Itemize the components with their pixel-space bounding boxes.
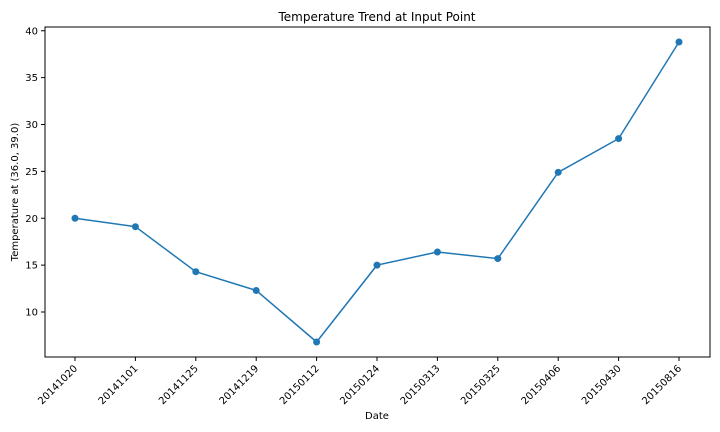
y-tick-label: 20 [25, 214, 38, 225]
data-point [675, 38, 683, 46]
x-axis-label: Date [365, 411, 389, 422]
x-tick-label: 20150313 [399, 363, 443, 407]
y-tick-label: 30 [25, 120, 38, 131]
chart-title: Temperature Trend at Input Point [277, 10, 475, 24]
x-tick-label: 20150406 [520, 363, 564, 407]
y-axis-label: Temperature at (36.0, 39.0) [10, 123, 21, 263]
data-point [131, 223, 139, 231]
x-tick-label: 20150430 [580, 363, 624, 407]
data-point [554, 168, 562, 176]
x-tick-label: 20141101 [97, 363, 141, 407]
data-point [494, 255, 502, 263]
series-line [74, 41, 680, 344]
data-point [71, 214, 79, 222]
x-tick-label: 20150124 [338, 363, 382, 407]
data-point [615, 135, 623, 143]
y-tick-label: 40 [25, 26, 38, 37]
x-tick-label: 20141020 [36, 363, 80, 407]
data-point [433, 248, 441, 256]
series-layer [71, 38, 683, 346]
y-tick-label: 10 [25, 308, 38, 319]
x-tick-label: 20141125 [157, 363, 201, 407]
y-tick-label: 15 [25, 261, 38, 272]
x-tick-label: 20141219 [218, 363, 262, 407]
x-axis: 20141020 20141101 20141125 20141219 20150112… [36, 357, 684, 407]
y-axis: 10 15 20 25 30 35 40 [25, 26, 45, 319]
x-tick-label: 20150816 [640, 363, 684, 407]
data-point [313, 338, 321, 346]
data-point [192, 268, 200, 276]
x-tick-label: 20150325 [459, 363, 503, 407]
plot-frame [44, 26, 711, 358]
x-tick-label: 20150112 [278, 363, 322, 407]
data-point [373, 261, 381, 269]
y-tick-label: 25 [25, 167, 38, 178]
y-tick-label: 35 [25, 73, 38, 84]
data-point [252, 286, 260, 294]
